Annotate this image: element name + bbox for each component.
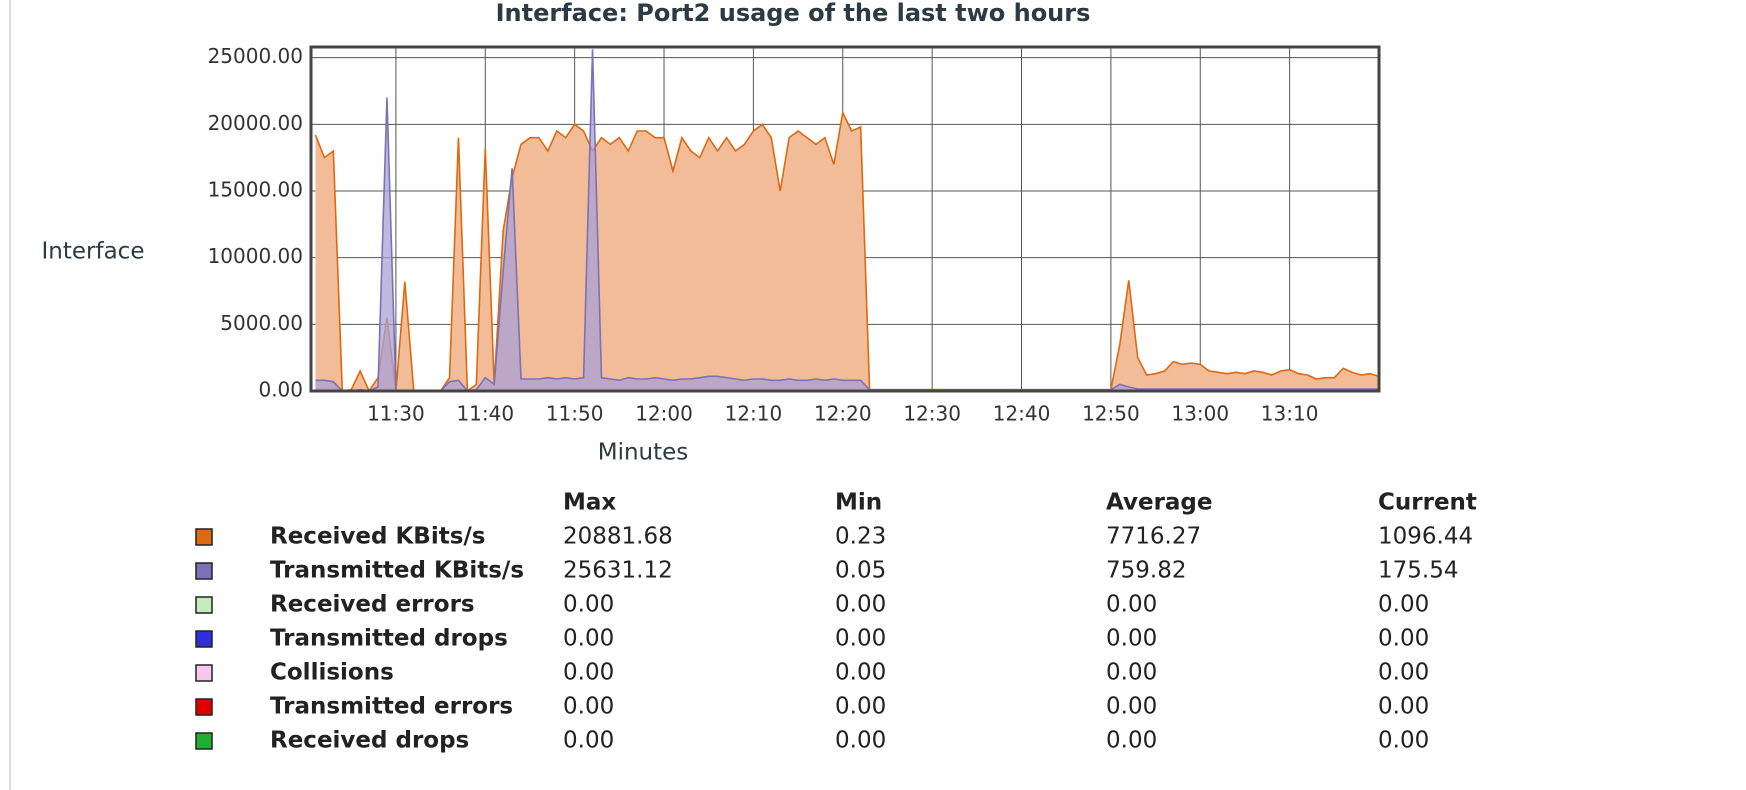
series-line	[315, 49, 1379, 392]
table-cell: 0.00	[1378, 626, 1429, 652]
x-tick-label: 12:20	[814, 402, 872, 426]
table-cell: 0.00	[1106, 626, 1157, 652]
legend-swatch	[195, 698, 213, 716]
y-tick-label: 10000.00	[208, 244, 303, 268]
table-cell: 7716.27	[1106, 524, 1201, 550]
x-tick-label: 12:10	[725, 402, 783, 426]
y-tick-label: 0.00	[258, 378, 303, 402]
x-tick-label: 12:30	[903, 402, 961, 426]
y-tick-label: 5000.00	[220, 311, 303, 335]
table-cell: 0.00	[1378, 592, 1429, 618]
legend-swatch	[195, 630, 213, 648]
x-tick-label: 12:40	[993, 402, 1051, 426]
series-line	[314, 110, 1380, 393]
legend-swatch	[195, 664, 213, 682]
table-header: Min	[835, 490, 882, 516]
table-cell: 0.00	[1106, 728, 1157, 754]
legend-label: Transmitted drops	[270, 626, 508, 652]
table-cell: 0.00	[1106, 694, 1157, 720]
table-cell: 0.00	[563, 660, 614, 686]
legend-label: Transmitted errors	[270, 694, 513, 720]
table-header: Current	[1378, 490, 1477, 516]
y-tick-label: 25000.00	[208, 44, 303, 68]
table-cell: 0.00	[1378, 694, 1429, 720]
x-tick-label: 11:50	[546, 402, 604, 426]
table-cell: 0.00	[563, 626, 614, 652]
table-cell: 1096.44	[1378, 524, 1473, 550]
table-header: Max	[563, 490, 616, 516]
legend-swatch	[195, 528, 213, 546]
table-cell: 0.00	[835, 728, 886, 754]
legend-label: Received errors	[270, 592, 475, 618]
table-cell: 0.00	[1378, 728, 1429, 754]
table-cell: 759.82	[1106, 558, 1186, 584]
x-tick-label: 13:00	[1171, 402, 1229, 426]
x-axis-label: Minutes	[598, 440, 689, 466]
table-cell: 0.00	[835, 626, 886, 652]
legend-label: Collisions	[270, 660, 394, 686]
x-tick-label: 11:40	[456, 402, 514, 426]
x-tick-label: 12:00	[635, 402, 693, 426]
table-cell: 0.00	[835, 592, 886, 618]
x-tick-label: 13:10	[1261, 402, 1319, 426]
plot-border	[309, 45, 1381, 393]
table-cell: 20881.68	[563, 524, 673, 550]
table-cell: 25631.12	[563, 558, 673, 584]
y-axis-label: Interface	[42, 239, 145, 265]
table-cell: 0.00	[835, 694, 886, 720]
legend-swatch	[195, 732, 213, 750]
table-cell: 0.23	[835, 524, 886, 550]
table-header: Average	[1106, 490, 1213, 516]
legend-label: Received KBits/s	[270, 524, 486, 550]
table-cell: 0.00	[1106, 592, 1157, 618]
table-cell: 0.00	[563, 694, 614, 720]
y-tick-label: 20000.00	[208, 111, 303, 135]
area-fill	[315, 112, 1379, 391]
table-cell: 0.00	[563, 592, 614, 618]
table-cell: 0.00	[1106, 660, 1157, 686]
table-cell: 0.00	[563, 728, 614, 754]
y-tick-label: 15000.00	[208, 178, 303, 202]
table-cell: 0.05	[835, 558, 886, 584]
table-cell: 175.54	[1378, 558, 1458, 584]
chart-title: Interface: Port2 usage of the last two h…	[496, 0, 1091, 27]
x-tick-label: 11:30	[367, 402, 425, 426]
legend-swatch	[195, 596, 213, 614]
table-cell: 0.00	[835, 660, 886, 686]
legend-label: Received drops	[270, 728, 469, 754]
x-tick-label: 12:50	[1082, 402, 1140, 426]
legend-label: Transmitted KBits/s	[270, 558, 524, 584]
table-cell: 0.00	[1378, 660, 1429, 686]
legend-swatch	[195, 562, 213, 580]
